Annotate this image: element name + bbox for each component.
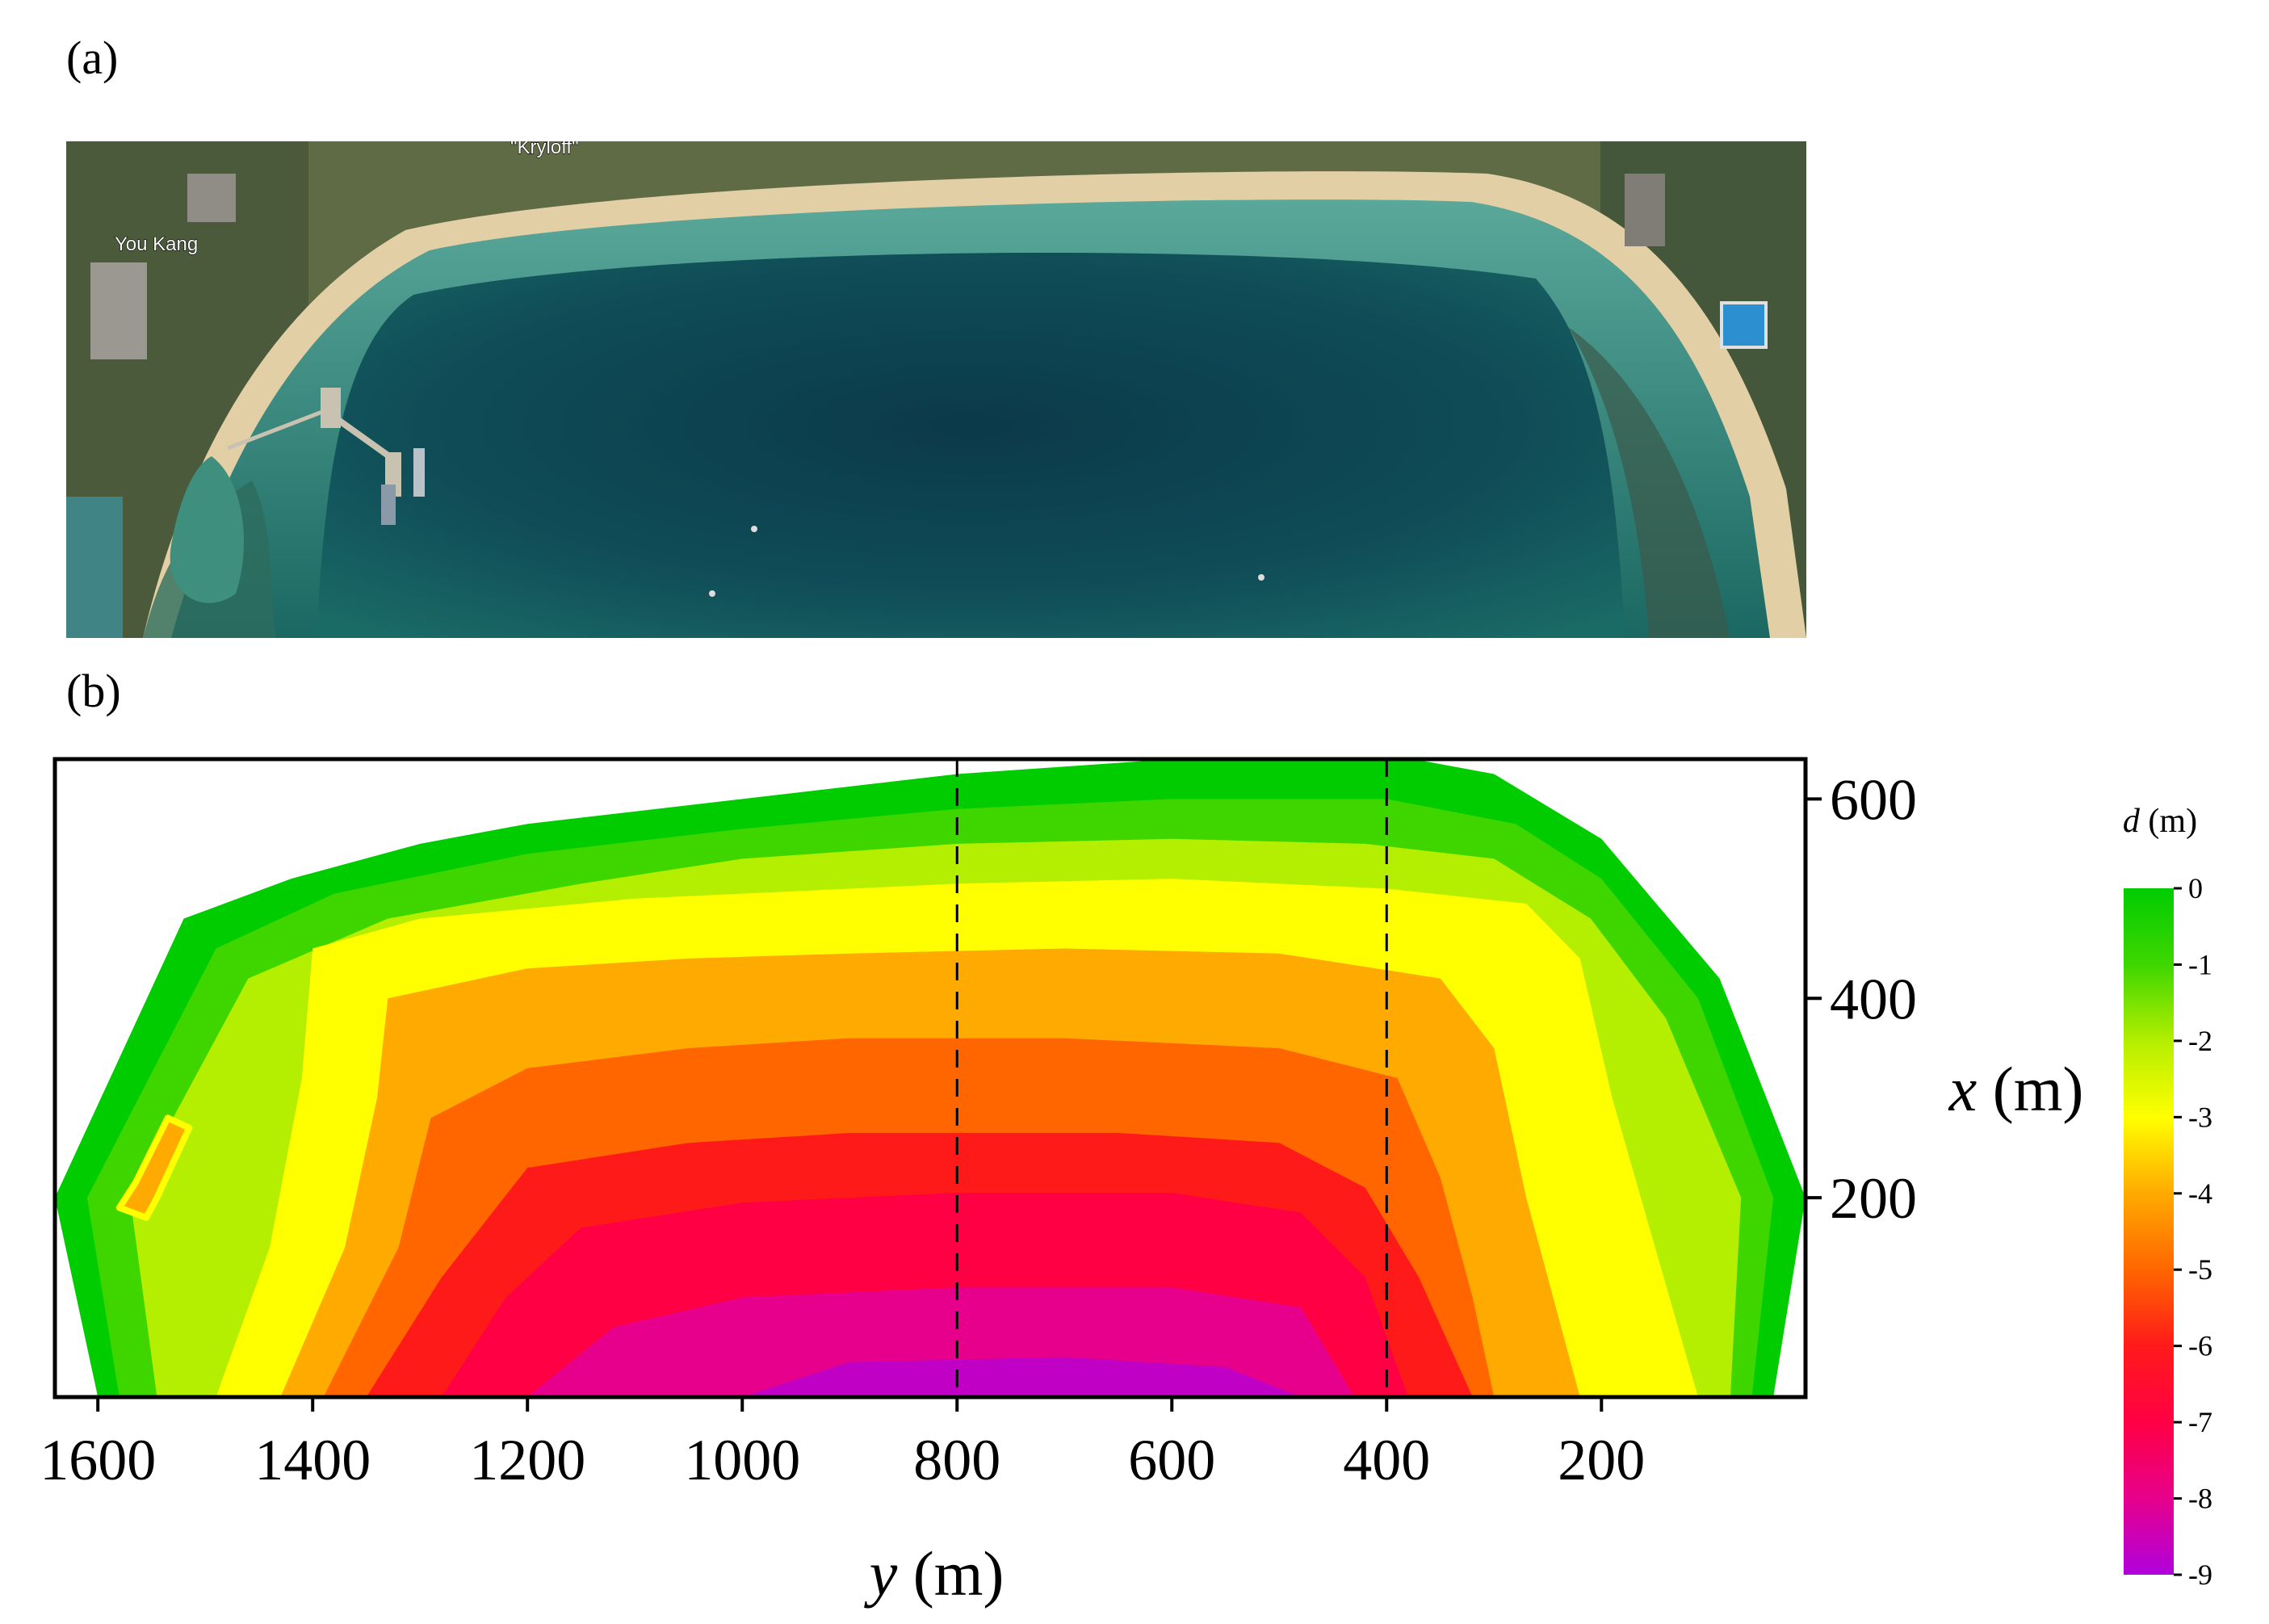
place-label-you-kang: You Kang [115, 233, 198, 255]
colorbar-title: d (m) [2123, 803, 2197, 840]
x-axis-title-unit: (m) [897, 1538, 1004, 1609]
depth-map [55, 759, 1806, 1397]
y-axis-title-var: x [1948, 1054, 1978, 1124]
pier-arm [330, 413, 392, 460]
colorbar-tick-label: -2 [2188, 1025, 2212, 1057]
x-axis: 1600 1400 1200 1000 800 600 400 200 [40, 1397, 1645, 1492]
boat-3 [1258, 574, 1265, 581]
bay-water [317, 252, 1625, 638]
y-tick-label: 600 [1830, 767, 1917, 832]
x-tick-label: 200 [1558, 1428, 1645, 1492]
y-tick-label: 200 [1830, 1166, 1917, 1231]
colorbar-tick-label: -9 [2188, 1559, 2212, 1591]
right-reef [1568, 327, 1730, 638]
x-tick-label: 400 [1343, 1428, 1430, 1492]
place-label-kryloff: "Kryloff" [510, 141, 579, 158]
colorbar-tick-label: 0 [2188, 872, 2203, 904]
y-axis-title: x (m) [1948, 1054, 2084, 1124]
aerial-photo-graphic: "Kryloff" You Kang [66, 141, 1806, 638]
colorbar-tick-label: -3 [2188, 1101, 2212, 1133]
colorbar-tick-label: -7 [2188, 1406, 2212, 1438]
building-1 [90, 262, 147, 359]
y-axis: 600 400 200 [1806, 767, 1917, 1231]
building-2 [187, 174, 236, 222]
colorbar-tick-label: -4 [2188, 1177, 2212, 1210]
colorbar-title-unit: (m) [2140, 803, 2197, 840]
inner-pond [170, 456, 244, 603]
boat-1 [751, 526, 757, 532]
pier-boat [413, 448, 425, 497]
building-3 [1625, 174, 1665, 246]
x-tick-label: 1000 [684, 1428, 800, 1492]
colorbar-tick-label: -8 [2188, 1483, 2212, 1515]
panel-a-label: (a) [66, 31, 119, 84]
y-axis-title-unit: (m) [1977, 1054, 2083, 1124]
pier-float [381, 485, 396, 525]
pier-walkway [227, 405, 333, 451]
x-axis-title-var: y [864, 1538, 898, 1609]
resort-lagoon [66, 497, 123, 638]
x-tick-label: 800 [913, 1428, 1000, 1492]
y-tick-label: 400 [1830, 967, 1917, 1031]
panel-b-label: (b) [66, 665, 121, 717]
x-tick-label: 1400 [254, 1428, 371, 1492]
boat-2 [709, 590, 715, 597]
colorbar-tick-label: -5 [2188, 1253, 2212, 1286]
plot-frame [52, 757, 1808, 1399]
colorbar-title-var: d [2123, 803, 2141, 840]
colorbar-tick-label: -1 [2188, 948, 2212, 980]
depth-zone-9 [742, 1357, 1301, 1397]
x-tick-label: 1600 [40, 1428, 156, 1492]
aerial-photo: "Kryloff" You Kang [66, 141, 1806, 638]
colorbar-tick-label: -6 [2188, 1330, 2212, 1362]
x-tick-label: 600 [1128, 1428, 1215, 1492]
inner-pond-zone [115, 1114, 193, 1221]
colorbar-ticks: 0 -1 -2 -3 -4 -5 -6 -7 -8 -9 [2174, 872, 2212, 1591]
swimming-pool [1720, 301, 1768, 349]
x-tick-label: 1200 [469, 1428, 585, 1492]
colorbar [2124, 888, 2174, 1575]
x-axis-title: y (m) [864, 1538, 1004, 1609]
reference-lines [955, 759, 1388, 1397]
